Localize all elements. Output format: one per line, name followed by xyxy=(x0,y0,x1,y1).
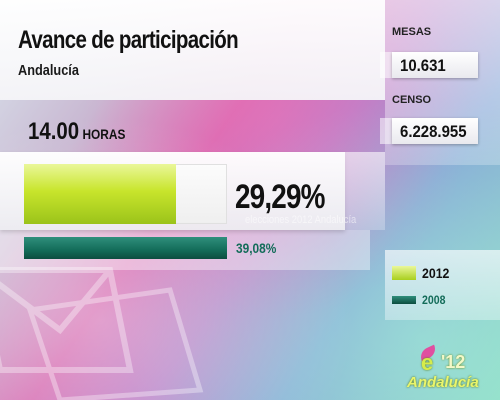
bar-panel-extension xyxy=(345,152,385,230)
hour-unit: HORAS xyxy=(82,126,126,142)
legend-swatch-2008 xyxy=(392,296,416,304)
censo-label: CENSO xyxy=(392,94,432,106)
mesas-box: 10.631 xyxy=(392,52,478,78)
legend-panel xyxy=(385,250,500,320)
mesas-connector xyxy=(380,52,392,78)
page-title: Avance de participación xyxy=(18,26,239,54)
region-subtitle: Andalucía xyxy=(18,62,79,79)
logo-mark: e xyxy=(421,350,434,375)
censo-box: 6.228.955 xyxy=(392,118,478,144)
hour-value: 14.00 xyxy=(28,118,80,145)
legend-label-2012: 2012 xyxy=(422,265,450,281)
logo-year: '12 xyxy=(441,352,466,372)
title-panel: Avance de participación Andalucía xyxy=(0,0,385,100)
mesas-value: 10.631 xyxy=(400,56,446,75)
value-label-2012: 29,29% xyxy=(235,178,325,216)
hour-label: 14.00 HORAS xyxy=(28,118,125,146)
legend-swatch-2012 xyxy=(392,266,416,280)
value-label-2008: 39,08% xyxy=(236,240,277,256)
censo-value: 6.228.955 xyxy=(400,122,467,141)
logo-region: Andalucía xyxy=(407,374,479,391)
elecciones-logo: e '12 Andalucía xyxy=(405,344,490,396)
censo-connector xyxy=(380,118,392,144)
bar-2012 xyxy=(24,164,177,224)
mesas-label: MESAS xyxy=(392,26,432,38)
legend-label-2008: 2008 xyxy=(422,293,446,307)
envelope-decoration-icon xyxy=(0,267,204,400)
bar-2008 xyxy=(24,237,228,259)
watermark: elecciones 2012 Andalucía xyxy=(245,214,357,226)
